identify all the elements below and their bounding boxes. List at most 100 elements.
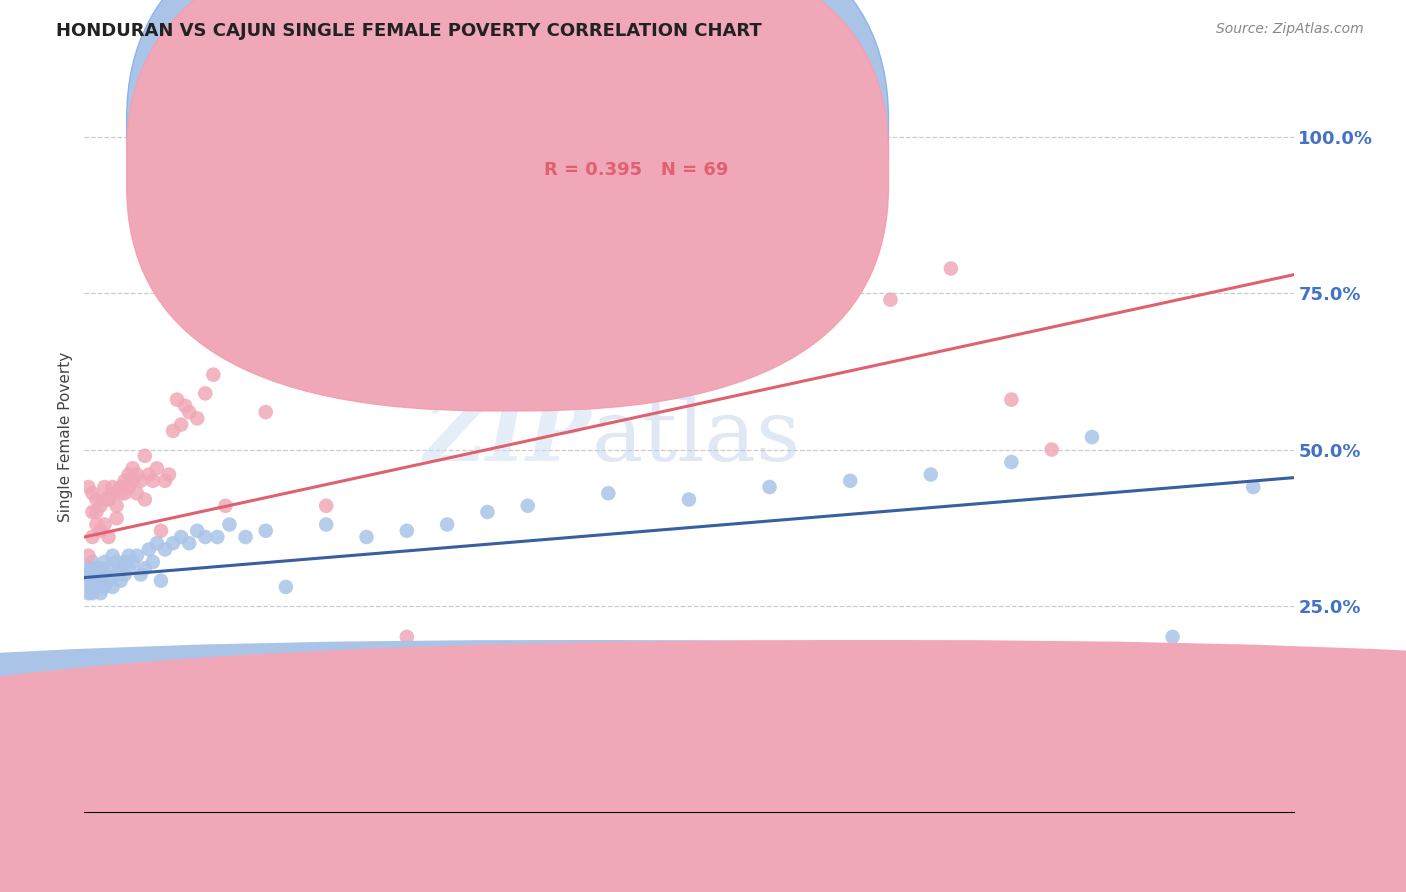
- Point: [110, 561, 132, 575]
- Point: [146, 536, 169, 550]
- Point: [86, 517, 108, 532]
- Point: [758, 324, 780, 338]
- Point: [356, 374, 378, 388]
- Point: [93, 517, 115, 532]
- Text: 30.0%: 30.0%: [1232, 837, 1294, 855]
- Point: [939, 261, 962, 276]
- Point: [157, 467, 180, 482]
- Point: [77, 574, 100, 588]
- Point: [82, 555, 104, 569]
- Point: [129, 567, 152, 582]
- Point: [1040, 442, 1063, 457]
- Point: [114, 555, 136, 569]
- Point: [153, 474, 176, 488]
- Point: [516, 499, 538, 513]
- Point: [1000, 455, 1022, 469]
- Point: [89, 561, 111, 575]
- Point: [125, 467, 148, 482]
- Point: [718, 318, 741, 332]
- Point: [114, 486, 136, 500]
- Point: [97, 530, 120, 544]
- Text: ZIP: ZIP: [425, 395, 592, 479]
- Point: [218, 517, 240, 532]
- Point: [121, 474, 143, 488]
- Text: atlas: atlas: [592, 395, 801, 479]
- Point: [186, 411, 208, 425]
- Point: [110, 574, 132, 588]
- Point: [82, 567, 104, 582]
- Point: [101, 486, 124, 500]
- Y-axis label: Single Female Poverty: Single Female Poverty: [58, 352, 73, 522]
- FancyBboxPatch shape: [0, 640, 1406, 892]
- Point: [101, 480, 124, 494]
- Text: Hondurans: Hondurans: [637, 824, 727, 843]
- Point: [637, 336, 659, 351]
- FancyBboxPatch shape: [478, 122, 804, 209]
- Point: [82, 586, 104, 600]
- Point: [86, 580, 108, 594]
- Point: [214, 499, 236, 513]
- Point: [86, 561, 108, 575]
- Text: Source: ZipAtlas.com: Source: ZipAtlas.com: [1216, 22, 1364, 37]
- Point: [678, 492, 700, 507]
- Point: [105, 511, 128, 525]
- Point: [162, 536, 184, 550]
- Point: [395, 524, 418, 538]
- FancyBboxPatch shape: [0, 640, 1406, 892]
- Point: [598, 486, 620, 500]
- Point: [142, 555, 165, 569]
- Point: [82, 486, 104, 500]
- Point: [110, 480, 132, 494]
- Point: [149, 574, 172, 588]
- Point: [86, 567, 108, 582]
- Point: [436, 648, 458, 663]
- Point: [1161, 630, 1184, 644]
- FancyBboxPatch shape: [127, 0, 889, 411]
- Point: [118, 467, 141, 482]
- Point: [101, 580, 124, 594]
- Point: [77, 567, 100, 582]
- Point: [118, 549, 141, 563]
- Point: [678, 380, 700, 394]
- Point: [315, 517, 337, 532]
- Point: [105, 499, 128, 513]
- Point: [879, 293, 901, 307]
- Point: [77, 561, 100, 575]
- Point: [166, 392, 188, 407]
- Point: [174, 399, 197, 413]
- Point: [82, 580, 104, 594]
- Point: [477, 368, 499, 382]
- Point: [93, 480, 115, 494]
- Point: [97, 561, 120, 575]
- Point: [114, 474, 136, 488]
- Point: [1241, 480, 1264, 494]
- Point: [93, 555, 115, 569]
- Point: [557, 361, 579, 376]
- Point: [274, 692, 297, 706]
- Point: [235, 324, 257, 338]
- Point: [799, 311, 821, 326]
- Point: [86, 492, 108, 507]
- Point: [114, 567, 136, 582]
- Point: [839, 474, 862, 488]
- Point: [89, 586, 111, 600]
- FancyBboxPatch shape: [127, 0, 889, 377]
- Text: R = 0.249   N = 65: R = 0.249 N = 65: [544, 127, 728, 145]
- Point: [89, 574, 111, 588]
- Point: [194, 530, 217, 544]
- Point: [86, 505, 108, 519]
- Point: [226, 343, 249, 357]
- Point: [89, 524, 111, 538]
- Point: [129, 474, 152, 488]
- Point: [920, 467, 942, 482]
- Point: [170, 417, 193, 432]
- Point: [1081, 430, 1104, 444]
- Point: [93, 580, 115, 594]
- Point: [179, 536, 201, 550]
- Point: [134, 449, 156, 463]
- Point: [153, 542, 176, 557]
- Point: [395, 630, 418, 644]
- Point: [125, 549, 148, 563]
- Point: [121, 461, 143, 475]
- Point: [1000, 392, 1022, 407]
